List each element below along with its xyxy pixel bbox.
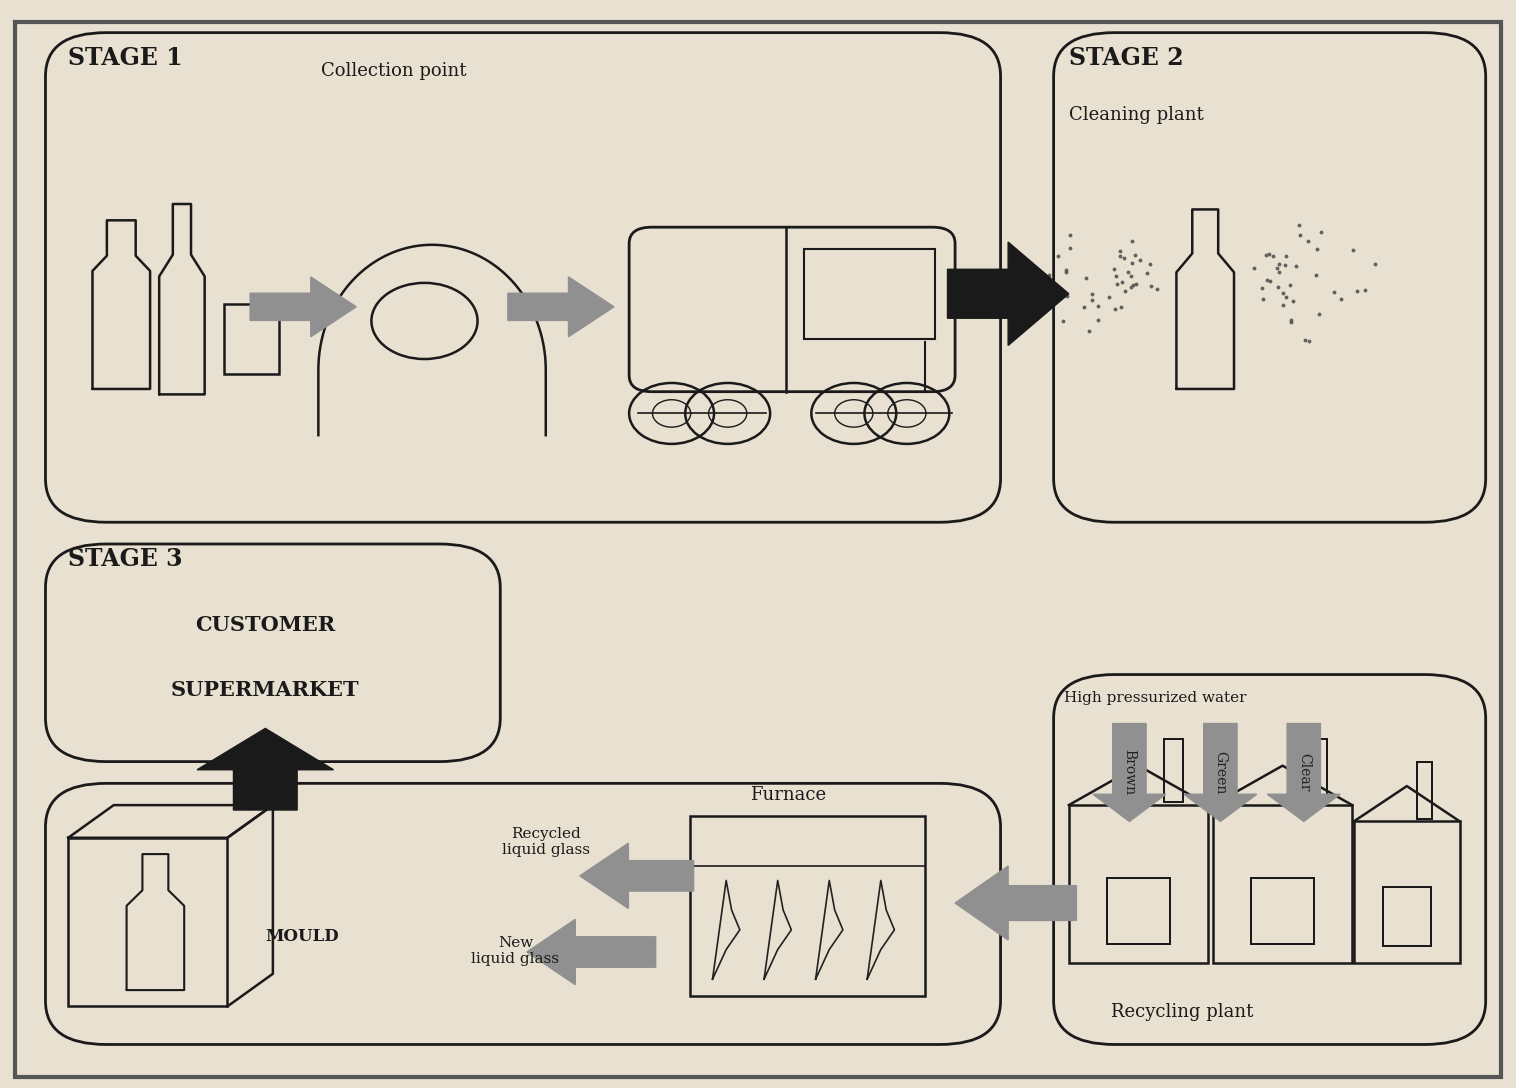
Bar <box>1251 878 1314 944</box>
Bar <box>1383 887 1431 945</box>
FancyBboxPatch shape <box>1054 675 1486 1044</box>
Polygon shape <box>197 729 334 809</box>
Text: MOULD: MOULD <box>265 928 340 945</box>
Polygon shape <box>579 843 693 908</box>
Text: High pressurized water: High pressurized water <box>1064 691 1246 705</box>
Polygon shape <box>1267 724 1340 821</box>
Polygon shape <box>528 919 655 985</box>
Bar <box>690 816 925 996</box>
FancyBboxPatch shape <box>45 33 1001 522</box>
Text: CUSTOMER: CUSTOMER <box>196 615 335 635</box>
FancyBboxPatch shape <box>45 783 1001 1044</box>
Polygon shape <box>1184 724 1257 821</box>
Text: Green: Green <box>1213 751 1228 794</box>
Polygon shape <box>948 243 1069 346</box>
Text: Furnace: Furnace <box>750 786 826 804</box>
Bar <box>1213 805 1352 963</box>
Text: Cleaning plant: Cleaning plant <box>1069 106 1204 124</box>
Text: Recycled
liquid glass: Recycled liquid glass <box>502 827 590 857</box>
Bar <box>1417 762 1433 818</box>
Bar <box>1354 821 1460 963</box>
Text: Clear: Clear <box>1296 753 1311 792</box>
FancyBboxPatch shape <box>629 227 955 392</box>
Text: STAGE 2: STAGE 2 <box>1069 47 1184 71</box>
FancyBboxPatch shape <box>45 544 500 762</box>
Bar <box>224 304 279 374</box>
Bar <box>68 838 227 1006</box>
Text: Brown: Brown <box>1122 750 1137 795</box>
Polygon shape <box>250 277 356 337</box>
Bar <box>1069 805 1208 963</box>
Text: New
liquid glass: New liquid glass <box>471 936 559 966</box>
Polygon shape <box>955 866 1076 940</box>
FancyBboxPatch shape <box>1054 33 1486 522</box>
Bar <box>1107 878 1170 944</box>
Bar <box>1164 739 1182 802</box>
Bar <box>1308 739 1326 802</box>
Bar <box>803 248 935 339</box>
Polygon shape <box>508 277 614 337</box>
Text: STAGE 1: STAGE 1 <box>68 47 183 71</box>
Polygon shape <box>1093 724 1166 821</box>
Text: Collection point: Collection point <box>321 62 467 81</box>
Text: SUPERMARKET: SUPERMARKET <box>171 680 359 701</box>
Text: STAGE 3: STAGE 3 <box>68 547 183 571</box>
Text: Recycling plant: Recycling plant <box>1111 1003 1254 1022</box>
